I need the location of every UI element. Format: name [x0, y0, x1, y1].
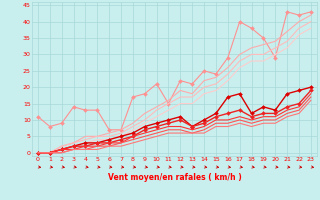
X-axis label: Vent moyen/en rafales ( km/h ): Vent moyen/en rafales ( km/h ) [108, 174, 241, 182]
